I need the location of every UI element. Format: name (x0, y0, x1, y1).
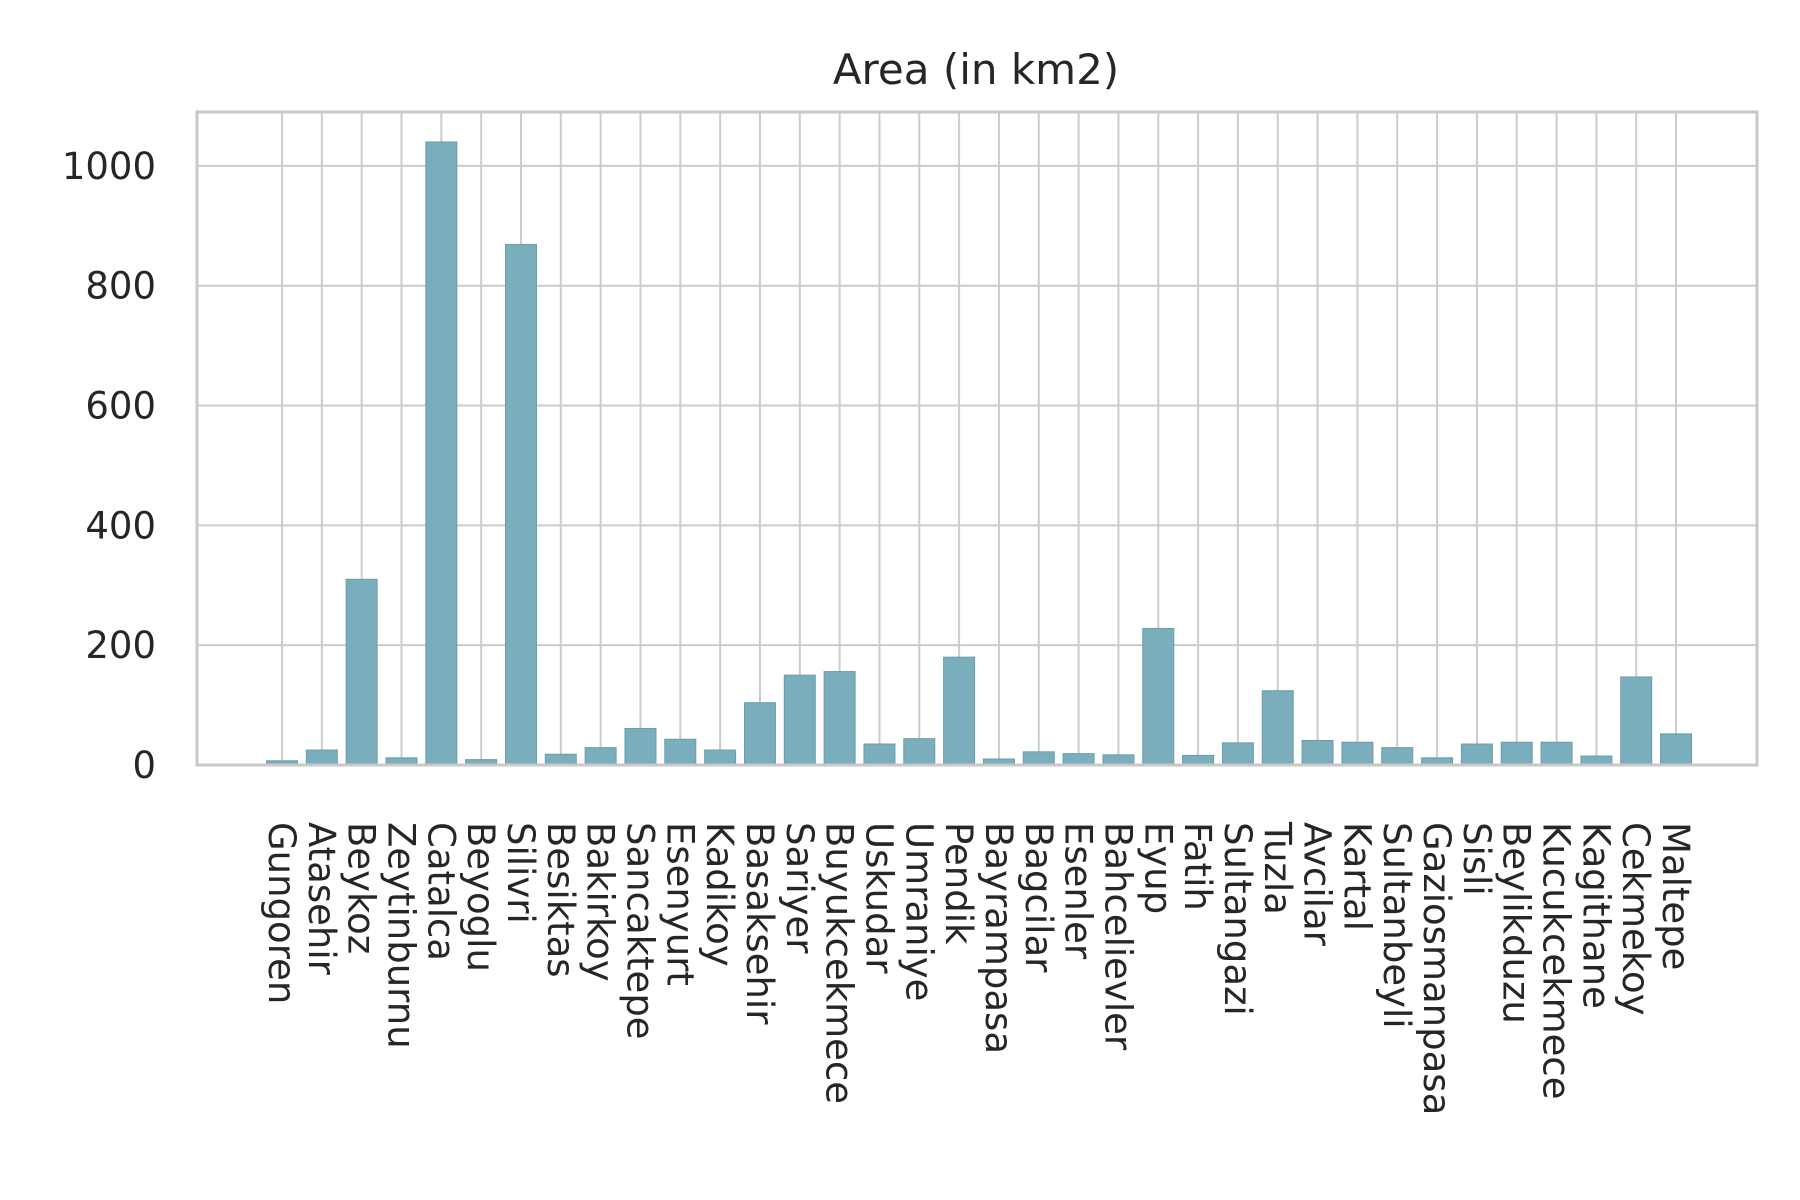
bar-catalca (425, 141, 458, 766)
x-tick-label: Catalca (419, 822, 462, 961)
bar-silivri (504, 243, 537, 766)
bar-esenyurt (664, 738, 697, 766)
x-tick-label: Gaziosmanpasa (1415, 822, 1458, 1115)
bar-eyup (1142, 627, 1175, 766)
y-tick-label: 1000 (62, 145, 156, 188)
bar-sultangazi (1221, 742, 1254, 766)
y-tick-label: 200 (85, 624, 156, 667)
x-tick-label: Maltepe (1654, 822, 1697, 970)
bar-sisli (1460, 743, 1493, 766)
x-tick-label: Esenyurt (658, 822, 701, 986)
bar-tuzla (1261, 690, 1294, 766)
x-tick-label: Umraniye (897, 822, 940, 1001)
x-tick-label: Besiktas (539, 822, 582, 978)
bar-sancaktepe (624, 727, 657, 766)
x-tick-label: Bahcelievler (1096, 822, 1139, 1051)
x-tick-label: Buyukcekmece (818, 822, 861, 1104)
x-tick-label: Silivri (499, 822, 542, 924)
x-tick-label: Zeytinburnu (379, 822, 422, 1049)
bar-basaksehir (743, 702, 776, 766)
bar-cekmekoy (1620, 676, 1653, 766)
bar-bagcilar (1022, 751, 1055, 766)
x-tick-label: Kartal (1335, 822, 1378, 931)
bar-beykoz (345, 578, 378, 766)
x-tick-label: Sisli (1455, 822, 1498, 896)
bar-maltepe (1660, 733, 1693, 766)
bar-kartal (1341, 741, 1374, 766)
x-tick-label: Fatih (1176, 822, 1219, 911)
bar-pendik (943, 656, 976, 766)
x-tick-label: Bayrampasa (977, 822, 1020, 1054)
bar-avcilar (1301, 739, 1334, 766)
x-tick-label: Beykoz (340, 822, 383, 954)
x-tick-label: Sultangazi (1216, 822, 1259, 1016)
x-tick-label: Esenler (1057, 822, 1100, 960)
x-tick-label: Pendik (937, 822, 980, 945)
x-tick-label: Uskudar (857, 822, 900, 974)
bar-besiktas (544, 753, 577, 766)
bar-beylikduzu (1500, 741, 1533, 766)
x-tick-label: Kadikoy (698, 822, 741, 967)
bar-umraniye (903, 738, 936, 766)
y-tick-label: 0 (132, 744, 156, 787)
x-tick-label: Cekmekoy (1614, 822, 1657, 1015)
y-tick-label: 800 (85, 265, 156, 308)
x-tick-label: Atasehir (300, 822, 343, 976)
x-tick-label: Eyup (1136, 822, 1179, 914)
y-axis-ticks: 0 200 400 600 800 1000 (62, 145, 156, 787)
x-tick-label: Bagcilar (1017, 822, 1060, 973)
bar-bahcelievler (1102, 754, 1135, 766)
x-tick-label: Sultanbeyli (1375, 822, 1418, 1029)
y-tick-label: 600 (85, 385, 156, 428)
bar-atasehir (305, 749, 338, 766)
x-tick-label: Sancaktepe (618, 822, 661, 1040)
x-tick-label: Sariyer (778, 822, 821, 954)
x-axis-ticks: GungorenAtasehirBeykozZeytinburnuCatalca… (260, 821, 1697, 1115)
plot-frame (195, 110, 1759, 767)
x-tick-label: Kagithane (1574, 822, 1617, 1009)
bar-kucukcekmece (1540, 741, 1573, 766)
bar-kadikoy (704, 749, 737, 766)
chart-title: Area (in km2) (833, 45, 1119, 94)
x-tick-label: Kucukcekmece (1535, 822, 1578, 1100)
x-tick-label: Bakirkoy (579, 822, 622, 982)
x-tick-label: Beyoglu (459, 822, 502, 972)
x-tick-label: Gungoren (260, 822, 303, 1004)
bar-esenler (1062, 753, 1095, 766)
x-tick-label: Tuzla (1256, 821, 1299, 915)
bar-sariyer (783, 674, 816, 766)
bars (266, 141, 1693, 766)
x-tick-label: Beylikduzu (1495, 822, 1538, 1024)
bar-sultanbeyli (1381, 747, 1414, 766)
y-tick-label: 400 (85, 504, 156, 547)
x-tick-label: Avcilar (1296, 822, 1339, 947)
bar-bakirkoy (584, 747, 617, 766)
bar-uskudar (863, 743, 896, 766)
bar-buyukcekmece (823, 671, 856, 766)
x-tick-label: Basaksehir (738, 822, 781, 1025)
